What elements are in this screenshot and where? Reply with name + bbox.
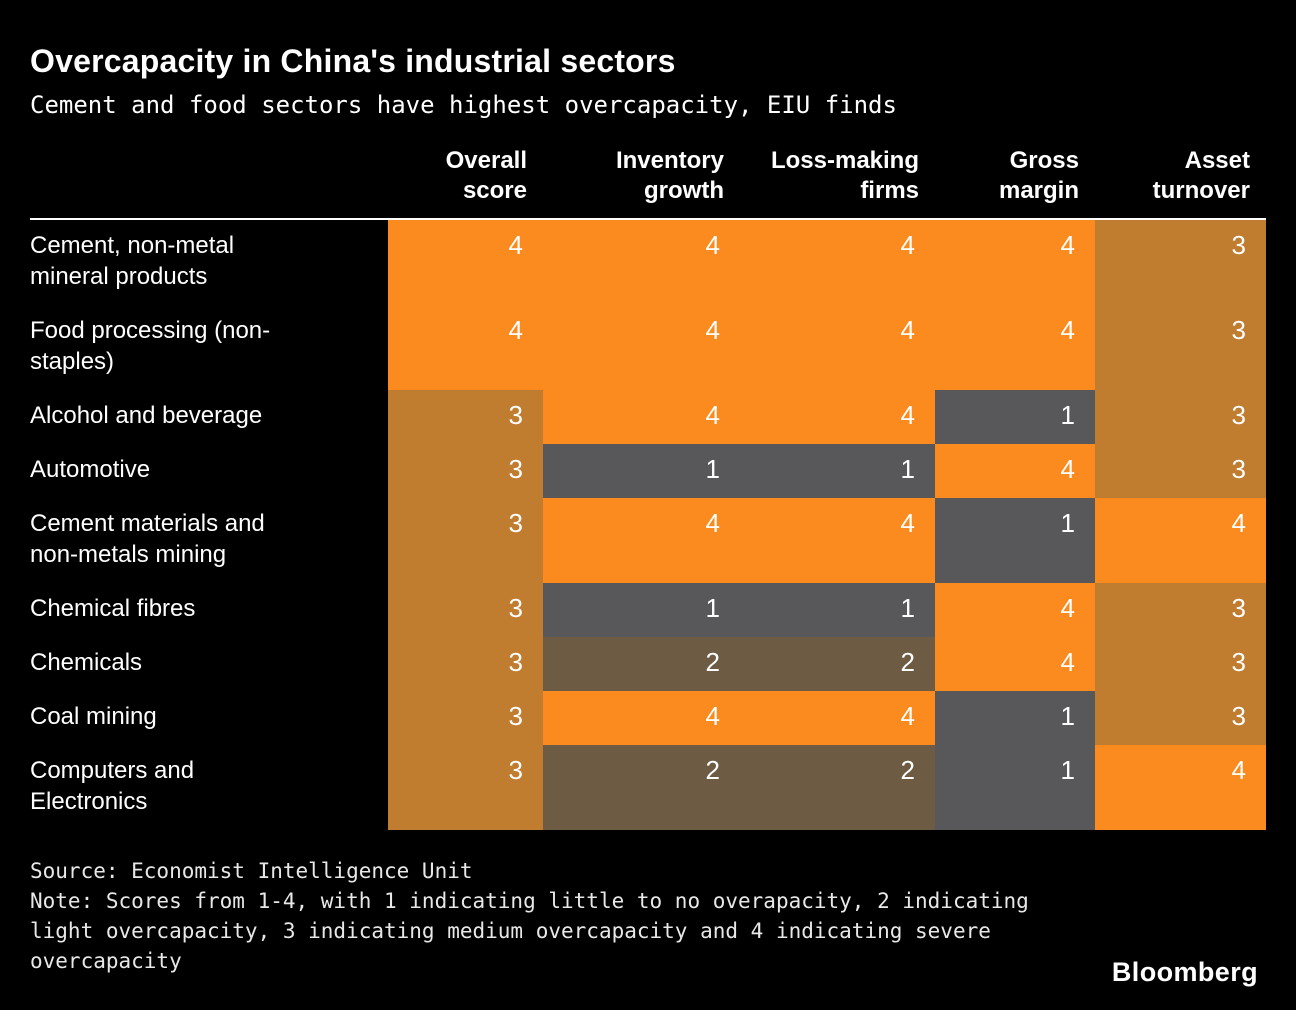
score-cell: 1 [935,691,1095,745]
score-cell: 4 [935,305,1095,390]
column-header-overall-score: Overall score [445,147,527,204]
row-label-column-header [30,206,388,218]
score-cell: 3 [1095,583,1266,637]
score-cell: 4 [935,637,1095,691]
score-cell: 1 [543,444,740,498]
row-label: Chemicals [30,649,143,676]
score-cell: 3 [388,444,543,498]
score-cell: 4 [740,691,935,745]
score-cell: 1 [935,390,1095,444]
score-cell: 4 [543,691,740,745]
note-text: Note: Scores from 1-4, with 1 indicating… [30,889,1029,973]
table-row: Cement, non-metal mineral products 4 4 4 4 3 [30,220,1266,305]
column-header-asset-turnover: Asset turnover [1152,147,1250,204]
row-label: Computers and Electronics [30,757,195,815]
score-cell: 4 [543,220,740,305]
table-row: Alcohol and beverage 3 4 4 1 3 [30,390,1266,444]
score-cell: 1 [935,745,1095,830]
score-cell: 3 [388,637,543,691]
score-cell: 4 [1095,498,1266,583]
score-cell: 4 [740,305,935,390]
row-label: Chemical fibres [30,595,196,622]
table-row: Food processing (non-staples) 4 4 4 4 3 [30,305,1266,390]
score-cell: 4 [740,498,935,583]
score-cell: 4 [388,220,543,305]
table-row: Chemical fibres 3 1 1 4 3 [30,583,1266,637]
score-cell: 4 [740,390,935,444]
score-cell: 2 [543,745,740,830]
source-text: Source: Economist Intelligence Unit [30,859,473,883]
row-label: Coal mining [30,703,157,730]
score-cell: 4 [935,444,1095,498]
score-cell: 1 [740,444,935,498]
score-cell: 2 [740,637,935,691]
row-label: Automotive [30,456,151,483]
heatmap-rows: Cement, non-metal mineral products 4 4 4 4 3 F… [30,220,1266,830]
score-cell: 3 [1095,691,1266,745]
table-row: Coal mining 3 4 4 1 3 [30,691,1266,745]
score-cell: 4 [740,220,935,305]
score-cell: 4 [543,390,740,444]
table-row: Cement materials and non-metals mining 3 4… [30,498,1266,583]
score-cell: 3 [388,390,543,444]
row-label: Cement materials and non-metals mining [30,510,265,568]
score-cell: 2 [543,637,740,691]
row-label: Alcohol and beverage [30,402,263,429]
column-header-loss-making-firms: Loss-making firms [770,147,919,204]
column-header-gross-margin: Gross margin [998,147,1079,204]
table-row: Computers and Electronics 3 2 2 1 4 [30,745,1266,830]
row-label: Cement, non-metal mineral products [30,232,235,290]
score-cell: 4 [935,220,1095,305]
score-cell: 4 [388,305,543,390]
column-header-row: Overall score Inventory growth Loss-maki… [30,146,1266,220]
score-cell: 4 [1095,745,1266,830]
score-cell: 3 [1095,637,1266,691]
score-cell: 1 [935,498,1095,583]
score-cell: 4 [543,498,740,583]
score-cell: 2 [740,745,935,830]
row-label: Food processing (non-staples) [30,317,271,375]
score-cell: 3 [1095,390,1266,444]
score-cell: 1 [740,583,935,637]
score-cell: 3 [1095,220,1266,305]
score-cell: 3 [1095,305,1266,390]
chart-subtitle: Cement and food sectors have highest ove… [30,91,897,119]
table-row: Automotive 3 1 1 4 3 [30,444,1266,498]
column-header-inventory-growth: Inventory growth [615,147,724,204]
score-cell: 3 [388,745,543,830]
score-cell: 3 [388,583,543,637]
chart-footer: Source: Economist Intelligence Unit Note… [30,856,1266,976]
chart-title: Overcapacity in China's industrial secto… [30,43,676,79]
score-cell: 4 [935,583,1095,637]
table-row: Chemicals 3 2 2 4 3 [30,637,1266,691]
bloomberg-logo: Bloomberg [1111,957,1258,987]
score-cell: 3 [1095,444,1266,498]
score-cell: 3 [388,691,543,745]
score-cell: 4 [543,305,740,390]
score-cell: 3 [388,498,543,583]
score-cell: 1 [543,583,740,637]
